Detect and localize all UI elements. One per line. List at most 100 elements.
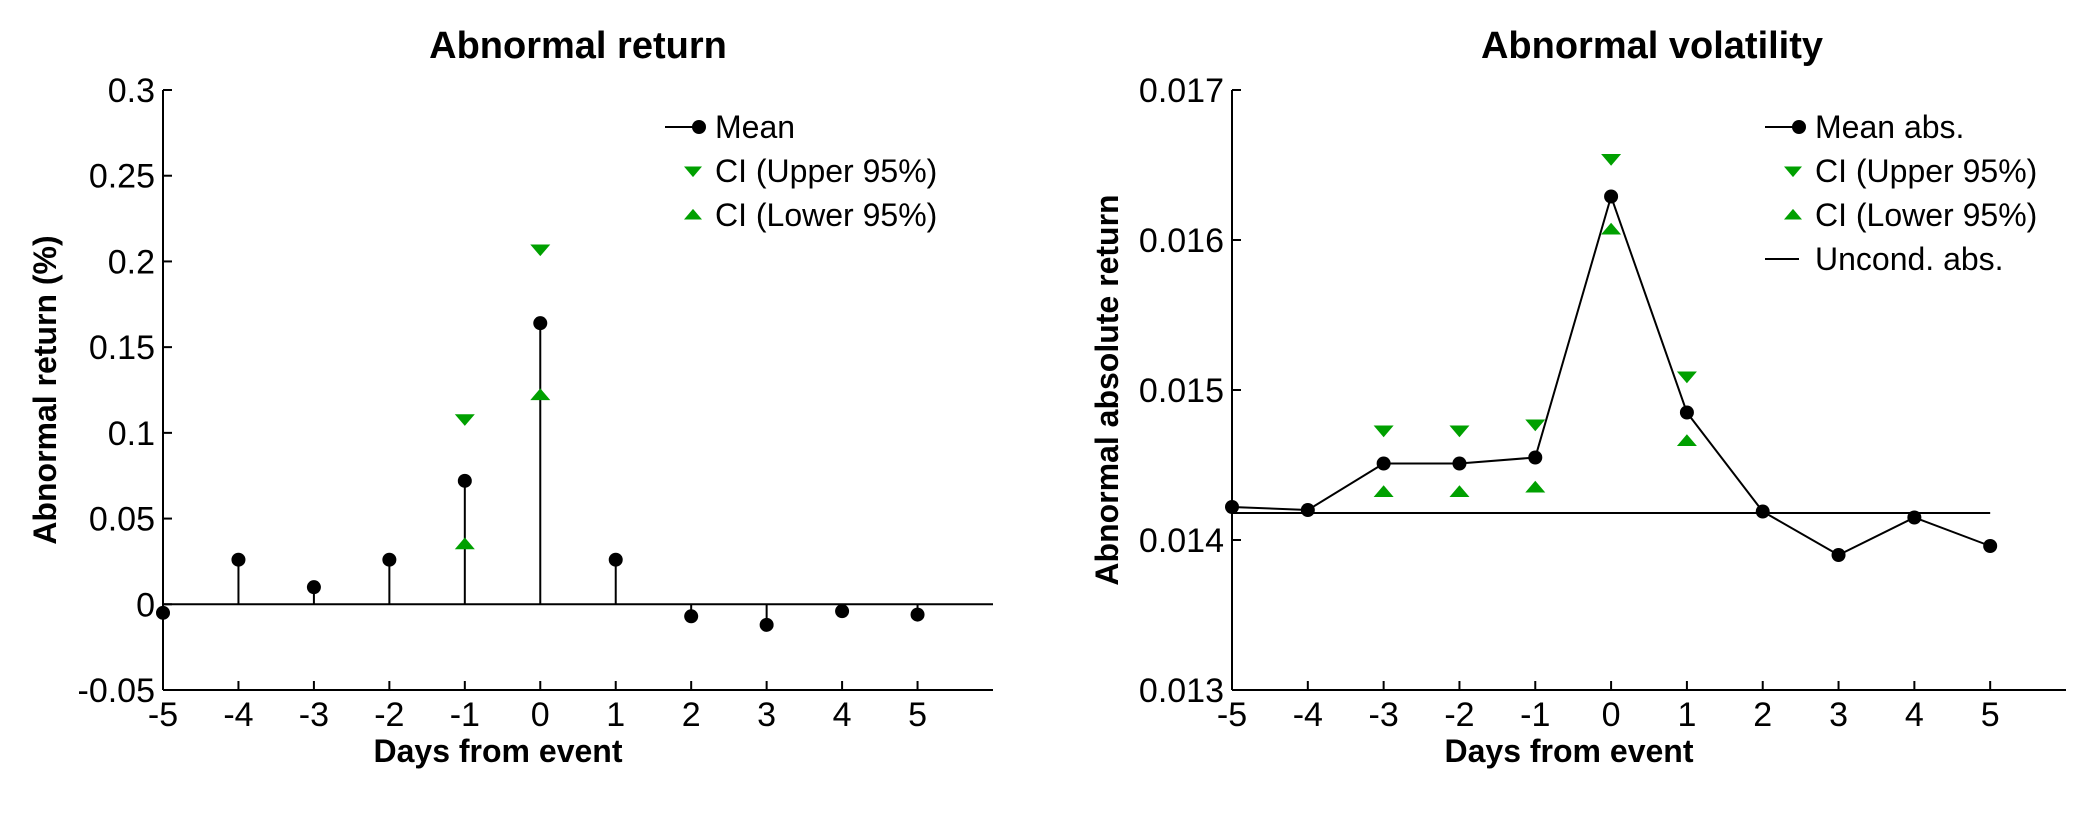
- legend-marker: [1784, 166, 1802, 178]
- x-tick-label: 0: [1602, 696, 1621, 734]
- legend: Mean abs. CI (Upper 95%) CI (Lower 95%) Unc…: [1765, 109, 2037, 277]
- x-tick-label: 4: [1905, 696, 1924, 734]
- data-point: [533, 316, 548, 331]
- x-tick-label: 0: [531, 696, 550, 734]
- ci-upper-marker: [1449, 425, 1470, 438]
- chart-title: Abnormal return: [429, 25, 727, 67]
- ci-lower-marker: [454, 537, 475, 550]
- data-point: [231, 552, 246, 567]
- chart-panel-2: Abnormal volatility 0.013 0.014 0.015 0.016 0…: [1089, 25, 2066, 769]
- ci-upper-marker: [530, 244, 551, 257]
- x-tick-label: 3: [1829, 696, 1848, 734]
- ci-lower-marker: [1601, 222, 1622, 235]
- x-tick-label: 4: [833, 696, 852, 734]
- x-tick-label: -4: [1293, 696, 1323, 734]
- y-tick-label: 0.1: [108, 415, 155, 453]
- data-point: [1679, 405, 1694, 420]
- series-ci-lower-95: [454, 388, 551, 550]
- x-tick-label: 3: [757, 696, 776, 734]
- x-axis-label: Days from event: [374, 733, 623, 769]
- data-point: [457, 473, 472, 488]
- y-tick-label: 0.25: [89, 158, 155, 196]
- legend-marker: [684, 166, 702, 178]
- legend-label: Mean abs.: [1815, 109, 1964, 145]
- ci-lower-marker: [530, 388, 551, 401]
- x-tick-label: -5: [148, 696, 178, 734]
- x-tick-label: -5: [1217, 696, 1247, 734]
- y-tick-label: 0.015: [1139, 372, 1224, 410]
- legend-marker: [1784, 208, 1802, 220]
- data-point: [1452, 456, 1467, 471]
- y-tick-label: 0.15: [89, 329, 155, 367]
- chart-panel-1: Abnormal return -0.05 0 0.05 0.1 0.15 0.2 0.25 0…: [27, 25, 993, 769]
- x-tick-label: -3: [299, 696, 329, 734]
- ci-upper-marker: [1525, 419, 1546, 432]
- x-tick-label: 2: [1753, 696, 1772, 734]
- y-axis-label: Abnormal absolute return: [1089, 194, 1125, 585]
- legend-label: Mean: [715, 109, 795, 145]
- data-point: [156, 605, 170, 620]
- data-point: [1225, 500, 1239, 514]
- data-point: [1300, 503, 1315, 517]
- legend-marker: [684, 208, 702, 220]
- data-point: [306, 580, 321, 595]
- ci-lower-marker: [1676, 434, 1697, 446]
- series-ci-upper-95: [1373, 154, 1697, 438]
- ci-upper-marker: [1601, 154, 1622, 166]
- legend-label: CI (Upper 95%): [715, 153, 937, 189]
- ci-lower-marker: [1449, 485, 1470, 497]
- y-tick-label: 0.05: [89, 501, 155, 539]
- data-point: [759, 617, 774, 632]
- x-tick-label: -3: [1369, 696, 1399, 734]
- series-ci-lower-95: [1373, 222, 1697, 497]
- chart-title: Abnormal volatility: [1481, 25, 1823, 67]
- data-point: [608, 552, 623, 567]
- x-axis-label: Days from event: [1445, 733, 1694, 769]
- x-tick-label: 2: [682, 696, 701, 734]
- y-axis-label: Abnormal return (%): [27, 235, 63, 544]
- ci-upper-marker: [454, 414, 475, 426]
- legend-label: Uncond. abs.: [1815, 241, 2004, 277]
- y-tick-label: -0.05: [78, 672, 156, 710]
- x-tick-label: -4: [223, 696, 253, 734]
- legend-label: CI (Lower 95%): [1815, 197, 2037, 233]
- x-tick-label: -2: [1444, 696, 1474, 734]
- ci-lower-marker: [1525, 480, 1546, 493]
- data-point: [1983, 539, 1998, 553]
- legend-label: CI (Lower 95%): [715, 197, 937, 233]
- legend-label: CI (Upper 95%): [1815, 153, 2037, 189]
- y-tick-label: 0.3: [108, 72, 155, 110]
- y-tick-label: 0.013: [1139, 672, 1224, 710]
- y-tick-label: 0.017: [1139, 72, 1224, 110]
- y-tick-label: 0.014: [1139, 522, 1224, 560]
- ci-upper-marker: [1676, 371, 1697, 384]
- legend-marker: [1792, 120, 1806, 134]
- data-point: [835, 604, 850, 619]
- data-point: [1376, 456, 1391, 471]
- data-point: [1528, 450, 1543, 465]
- x-tick-label: 1: [606, 696, 625, 734]
- legend-marker: [692, 120, 706, 134]
- series-mean: [156, 316, 925, 632]
- y-tick-label: 0.016: [1139, 222, 1224, 260]
- y-tick-label: 0: [136, 586, 155, 624]
- data-point: [1604, 189, 1619, 204]
- x-tick-label: -1: [1520, 696, 1550, 734]
- y-tick-label: 0.2: [108, 243, 155, 281]
- data-point: [1755, 504, 1770, 519]
- data-point: [684, 609, 699, 624]
- x-tick-label: 5: [908, 696, 927, 734]
- data-point: [910, 607, 925, 622]
- series-mean-abs: [1225, 189, 1998, 562]
- x-tick-label: 1: [1677, 696, 1696, 734]
- ci-upper-marker: [1373, 425, 1394, 438]
- ci-lower-marker: [1373, 485, 1394, 497]
- series-ci-upper-95: [454, 244, 551, 426]
- x-tick-label: 5: [1981, 696, 2000, 734]
- x-tick-label: -1: [450, 696, 480, 734]
- data-point: [1831, 548, 1846, 562]
- legend: Mean CI (Upper 95%) CI (Lower 95%): [665, 109, 937, 233]
- x-tick-label: -2: [374, 696, 404, 734]
